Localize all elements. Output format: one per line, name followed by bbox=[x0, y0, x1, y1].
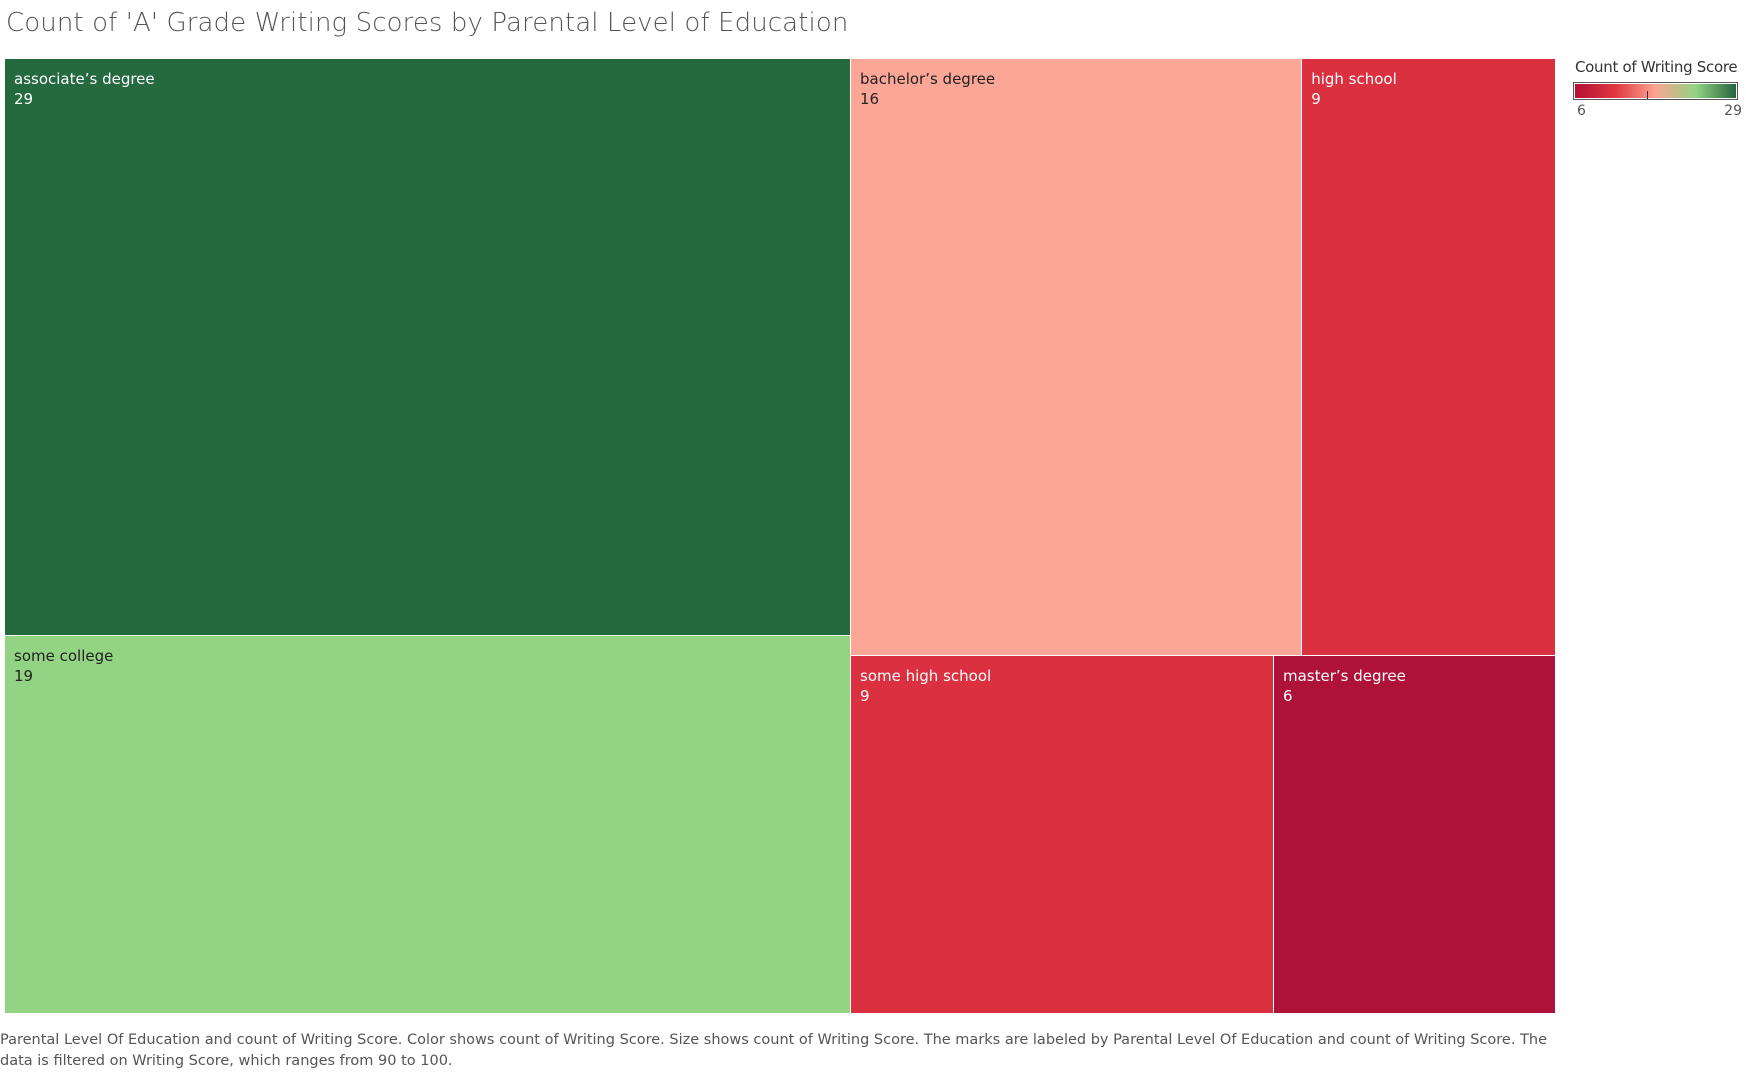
tile-value: 6 bbox=[1283, 686, 1293, 705]
color-legend[interactable]: Count of Writing Score 6 29 bbox=[1573, 58, 1743, 121]
treemap-tile-associate-s-degree[interactable]: associate’s degree 29 bbox=[5, 59, 850, 635]
legend-midpoint-tick bbox=[1647, 91, 1648, 99]
tile-label: associate’s degree bbox=[14, 70, 155, 88]
tile-label: master’s degree bbox=[1283, 666, 1406, 685]
chart-title: Count of 'A' Grade Writing Scores by Par… bbox=[6, 8, 849, 38]
tile-label: some high school bbox=[860, 666, 992, 685]
treemap-tile-some-college[interactable]: some college 19 bbox=[5, 635, 850, 1013]
legend-labels: 6 29 bbox=[1573, 103, 1742, 121]
tile-value: 16 bbox=[860, 90, 880, 108]
tile-value: 29 bbox=[14, 90, 34, 108]
tile-value: 9 bbox=[1311, 90, 1321, 108]
chart-caption: Parental Level Of Education and count of… bbox=[0, 1032, 1548, 1069]
legend-min-label: 6 bbox=[1577, 103, 1586, 119]
treemap-tile-some-high-school[interactable]: some high school 9 bbox=[851, 655, 1273, 1013]
tile-value: 9 bbox=[860, 686, 870, 705]
legend-title: Count of Writing Score bbox=[1575, 58, 1738, 76]
tile-value: 19 bbox=[14, 666, 34, 685]
legend-max-label: 29 bbox=[1724, 103, 1742, 119]
treemap[interactable]: associate’s degree 29 some college 19 bachel… bbox=[5, 59, 1556, 1014]
tile-label: high school bbox=[1311, 70, 1397, 88]
legend-gradient-bar bbox=[1573, 82, 1738, 100]
treemap-tile-high-school[interactable]: high school 9 bbox=[1302, 59, 1555, 655]
legend-gradient bbox=[1575, 84, 1736, 98]
treemap-tile-master-s-degree[interactable]: master’s degree 6 bbox=[1274, 655, 1555, 1013]
tile-label: bachelor’s degree bbox=[860, 70, 996, 88]
treemap-tile-bachelor-s-degree[interactable]: bachelor’s degree 16 bbox=[851, 59, 1302, 655]
tile-label: some college bbox=[14, 646, 114, 665]
